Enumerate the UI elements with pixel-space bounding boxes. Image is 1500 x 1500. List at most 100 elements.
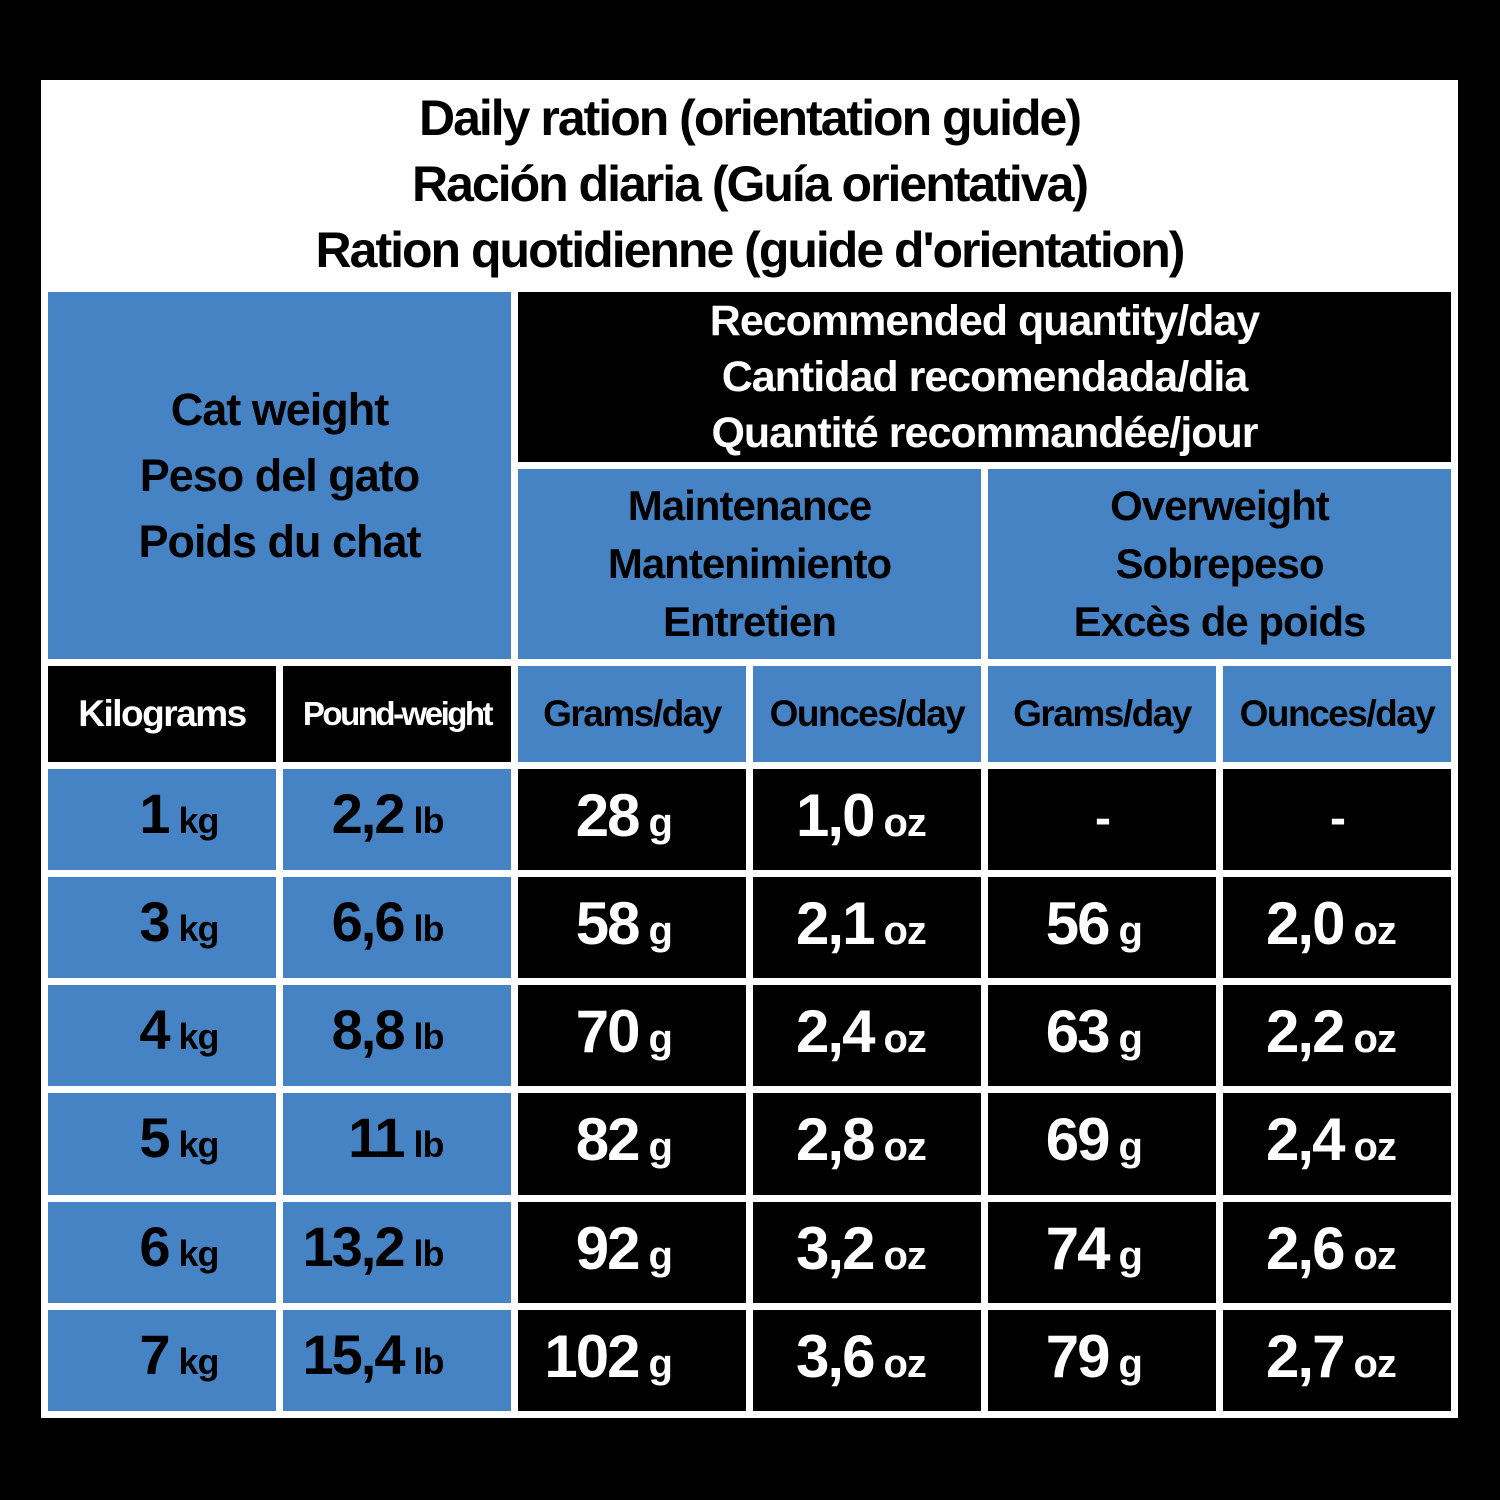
column-header-kilograms: Kilograms — [48, 666, 276, 762]
row4-maintenance-ounces-cell: 2,8 oz — [753, 1093, 981, 1195]
overweight-line-en: Overweight — [1110, 482, 1330, 529]
row3-pounds-cell: 8,8 lb — [283, 985, 511, 1087]
cell-value: 15,4 — [302, 1322, 405, 1386]
row3-overweight-grams-cell: 63 g — [988, 985, 1216, 1087]
cell-unit: g — [1118, 1341, 1142, 1386]
cat-weight-line-en: Cat weight — [170, 383, 390, 435]
cell-unit: g — [648, 801, 672, 845]
recommended-line-en: Recommended quantity/day — [709, 297, 1260, 345]
cell-unit: oz — [883, 1341, 926, 1386]
row6-overweight-ounces-cell: 2,7 oz — [1223, 1309, 1451, 1411]
recommended-quantity-header: Recommended quantity/day Cantidad recome… — [518, 292, 1451, 462]
title-line-es: Ración diaria (Guía orientativa) — [411, 156, 1089, 212]
cell-value: 2,8 — [796, 1106, 875, 1174]
cell-value: 11 — [348, 1106, 405, 1170]
row5-maintenance-grams-cell: 92 g — [518, 1201, 746, 1303]
cell-unit: lb — [413, 1016, 444, 1058]
cell-unit: g — [1118, 1125, 1142, 1170]
maintenance-header: Maintenance Mantenimiento Entretien — [518, 469, 981, 659]
overweight-header: Overweight Sobrepeso Excès de poids — [988, 469, 1451, 659]
row6-kilograms-cell: 7 kg — [48, 1309, 276, 1411]
maintenance-line-fr: Entretien — [662, 598, 837, 645]
feeding-table: Cat weight Peso del gato Poids du chat R… — [41, 288, 1458, 1418]
maintenance-line-en: Maintenance — [627, 482, 872, 529]
cell-unit: lb — [413, 908, 444, 950]
cell-value: 8,8 — [331, 998, 406, 1062]
cell-value: - — [1330, 792, 1346, 846]
cell-unit: kg — [178, 1124, 219, 1166]
row3-maintenance-grams-cell: 70 g — [518, 985, 746, 1087]
cell-value: 6 — [139, 1214, 170, 1278]
recommended-line-fr: Quantité recommandée/jour — [711, 409, 1258, 457]
row3-kilograms-cell: 4 kg — [48, 985, 276, 1087]
cell-unit: oz — [883, 1017, 926, 1062]
cell-unit: kg — [178, 1016, 219, 1058]
cell-unit: oz — [883, 1233, 926, 1278]
cell-value: 58 — [575, 890, 641, 958]
row4-pounds-cell: 11 lb — [283, 1093, 511, 1195]
cell-value: 63 — [1045, 998, 1111, 1066]
cat-weight-header: Cat weight Peso del gato Poids du chat — [48, 292, 511, 659]
row2-overweight-ounces-cell: 2,0 oz — [1223, 877, 1451, 979]
cell-unit: oz — [1353, 1017, 1396, 1062]
row2-kilograms-cell: 3 kg — [48, 877, 276, 979]
cell-unit: oz — [1353, 1125, 1396, 1170]
row4-kilograms-cell: 5 kg — [48, 1093, 276, 1195]
cat-weight-line-fr: Poids du chat — [138, 515, 421, 567]
cell-value: 2,4 — [1266, 1106, 1345, 1174]
row4-maintenance-grams-cell: 82 g — [518, 1093, 746, 1195]
cell-value: 2,0 — [1266, 890, 1345, 958]
cell-unit: oz — [1353, 1233, 1396, 1278]
cell-value: 3,2 — [796, 1214, 875, 1282]
column-header-maintenance-grams: Grams/day — [518, 666, 746, 762]
cell-value: 2,7 — [1266, 1322, 1345, 1390]
title-line-fr: Ration quotidienne (guide d'orientation) — [315, 222, 1186, 278]
cell-value: 2,2 — [331, 782, 406, 845]
cell-unit: kg — [178, 1232, 219, 1274]
cell-value: 70 — [575, 998, 641, 1066]
cell-unit: g — [648, 1233, 672, 1278]
cell-value: 7 — [139, 1322, 170, 1386]
overweight-line-fr: Excès de poids — [1073, 598, 1367, 645]
row2-maintenance-ounces-cell: 2,1 oz — [753, 877, 981, 979]
row5-overweight-ounces-cell: 2,6 oz — [1223, 1201, 1451, 1303]
cell-value: 2,2 — [1266, 998, 1345, 1066]
row1-overweight-ounces-cell: - — [1223, 769, 1451, 871]
row2-maintenance-grams-cell: 58 g — [518, 877, 746, 979]
cell-unit: g — [648, 1341, 672, 1386]
cell-unit: kg — [178, 1340, 219, 1382]
row4-overweight-grams-cell: 69 g — [988, 1093, 1216, 1195]
cell-unit: g — [1118, 1017, 1142, 1062]
cell-value: 1 — [139, 782, 170, 845]
cell-value: - — [1095, 792, 1111, 846]
cell-unit: kg — [178, 908, 219, 950]
cell-value: 6,6 — [331, 890, 406, 954]
row2-pounds-cell: 6,6 lb — [283, 877, 511, 979]
cell-value: 69 — [1045, 1106, 1111, 1174]
cell-unit: g — [648, 1017, 672, 1062]
cell-unit: lb — [413, 1124, 444, 1166]
cell-unit: oz — [883, 909, 926, 954]
cell-value: 56 — [1045, 890, 1111, 958]
page-title: Daily ration (orientation guide) Ración … — [41, 80, 1458, 288]
row3-overweight-ounces-cell: 2,2 oz — [1223, 985, 1451, 1087]
row1-maintenance-grams-cell: 28 g — [518, 769, 746, 871]
cell-unit: lb — [413, 1340, 444, 1382]
cell-value: 2,6 — [1266, 1214, 1345, 1282]
row3-maintenance-ounces-cell: 2,4 oz — [753, 985, 981, 1087]
cell-value: 2,1 — [796, 890, 875, 958]
row5-pounds-cell: 13,2 lb — [283, 1201, 511, 1303]
column-header-maintenance-ounces: Ounces/day — [753, 666, 981, 762]
row6-overweight-grams-cell: 79 g — [988, 1309, 1216, 1411]
cell-value: 13,2 — [302, 1214, 405, 1278]
row4-overweight-ounces-cell: 2,4 oz — [1223, 1093, 1451, 1195]
cell-unit: lb — [413, 800, 444, 841]
cell-unit: g — [648, 909, 672, 954]
feeding-guide-panel: Daily ration (orientation guide) Ración … — [41, 80, 1458, 1418]
cat-weight-line-es: Peso del gato — [139, 449, 421, 501]
cell-value: 3,6 — [796, 1322, 875, 1390]
row1-overweight-grams-cell: - — [988, 769, 1216, 871]
cell-value: 3 — [139, 890, 170, 954]
cell-unit: g — [1118, 909, 1142, 954]
cell-value: 28 — [575, 782, 641, 849]
